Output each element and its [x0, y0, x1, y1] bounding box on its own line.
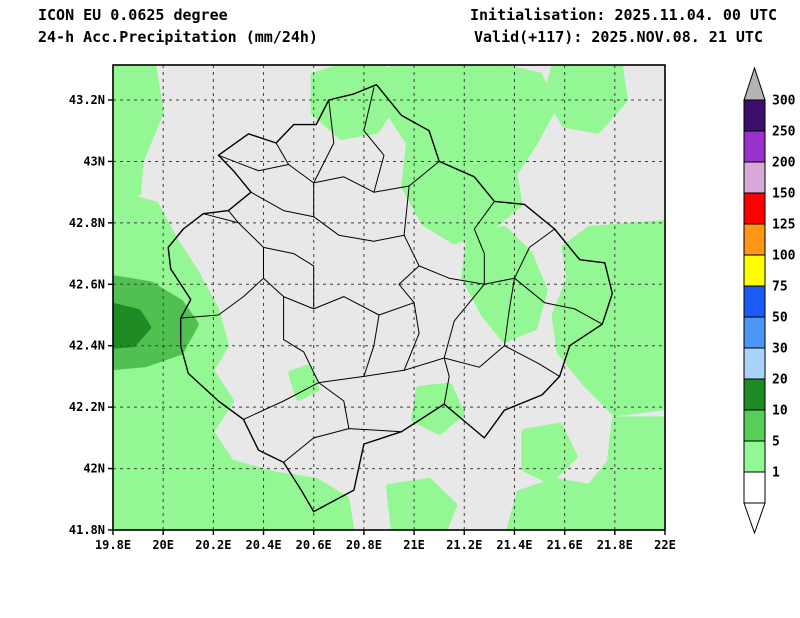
- district-border-line: [283, 428, 402, 463]
- district-border-line: [363, 87, 385, 193]
- district-border-line: [263, 246, 315, 310]
- district-border-line: [443, 283, 485, 359]
- y-tick-label-41.8N: 41.8N: [69, 523, 105, 537]
- y-tick-label-43N: 43N: [83, 154, 105, 168]
- x-tick-label-20E: 20E: [152, 538, 174, 552]
- colorbar-segment-300: [743, 99, 766, 132]
- colorbar-segment-20: [743, 378, 766, 411]
- district-border-line: [227, 210, 239, 224]
- y-tick-label-42.8N: 42.8N: [69, 216, 105, 230]
- colorbar-bottom-arrow: [743, 502, 766, 535]
- district-border-line: [283, 296, 415, 316]
- district-border-line: [503, 277, 515, 347]
- district-border-line: [403, 185, 410, 236]
- colorbar-top-arrow: [743, 66, 766, 101]
- district-border-line: [514, 228, 556, 279]
- map-frame: [112, 64, 666, 531]
- colorbar-segment-30: [743, 347, 766, 380]
- colorbar-segment-250: [743, 130, 766, 163]
- kosovo-outer-border: [167, 84, 613, 513]
- x-tick-label-22E: 22E: [654, 538, 676, 552]
- colorbar-label-125: 125: [772, 218, 795, 233]
- x-tick-label-20.8E: 20.8E: [346, 538, 382, 552]
- colorbar-label-1: 1: [772, 466, 780, 481]
- colorbar-segment-100: [743, 254, 766, 287]
- district-border-line: [443, 357, 450, 405]
- product-title: 24-h Acc.Precipitation (mm/24h): [38, 28, 318, 46]
- precip-region-1-5mm-west-north-strip: [113, 65, 164, 202]
- district-border-line: [318, 382, 350, 430]
- district-border-line: [403, 234, 603, 325]
- x-tick-label-21E: 21E: [403, 538, 425, 552]
- colorbar-segment-75: [743, 285, 766, 318]
- map-clipped-layers: [113, 65, 665, 530]
- district-border-line: [313, 99, 335, 184]
- precip-region-1-5mm-east-edge-band: [551, 219, 665, 417]
- colorbar-label-150: 150: [772, 187, 796, 202]
- y-tick-label-43.2N: 43.2N: [69, 93, 105, 107]
- precip-region-1-5mm-south-center-blob: [386, 477, 458, 530]
- precip-region-10-20mm-west-edge-core: [113, 302, 152, 349]
- district-border-line: [398, 265, 420, 304]
- colorbar-segment-200: [743, 161, 766, 194]
- x-tick-label-19.8E: 19.8E: [95, 538, 131, 552]
- district-border-line: [250, 191, 405, 242]
- x-tick-label-20.2E: 20.2E: [195, 538, 231, 552]
- map-plot-area: [112, 64, 666, 531]
- district-border-line: [403, 302, 420, 371]
- colorbar-label-300: 300: [772, 94, 796, 109]
- colorbar-segment-50: [743, 316, 766, 349]
- colorbar-segment-150: [743, 192, 766, 225]
- initialisation-text: Initialisation: 2025.11.04. 00 UTC: [470, 6, 778, 24]
- y-tick-label-42N: 42N: [83, 462, 105, 476]
- y-tick-label-42.6N: 42.6N: [69, 277, 105, 291]
- colorbar-label-250: 250: [772, 125, 796, 140]
- precip-region-1-5mm-small-dot-west: [288, 364, 320, 401]
- x-tick-label-20.6E: 20.6E: [296, 538, 332, 552]
- precip-region-1-5mm-southeast-corner: [506, 416, 665, 530]
- colorbar-label-100: 100: [772, 249, 796, 264]
- colorbar-label-5: 5: [772, 435, 780, 450]
- colorbar-label-30: 30: [772, 342, 788, 357]
- colorbar-segment-10: [743, 409, 766, 442]
- district-border-line: [243, 345, 561, 420]
- x-tick-label-21.8E: 21.8E: [597, 538, 633, 552]
- x-tick-label-21.2E: 21.2E: [446, 538, 482, 552]
- valid-time-text: Valid(+117): 2025.NOV.08. 21 UTC: [474, 28, 763, 46]
- district-border-line: [473, 200, 495, 285]
- model-title: ICON EU 0.0625 degree: [38, 6, 228, 24]
- precip-region-1-5mm-northeast-corner-blob: [544, 65, 628, 134]
- y-tick-label-42.2N: 42.2N: [69, 400, 105, 414]
- colorbar-segment-125: [743, 223, 766, 256]
- x-tick-label-21.6E: 21.6E: [547, 538, 583, 552]
- district-border-line: [180, 277, 264, 319]
- x-tick-label-21.4E: 21.4E: [496, 538, 532, 552]
- colorbar-label-75: 75: [772, 280, 788, 295]
- precip-region-1-5mm-west-south-mass: [113, 189, 355, 530]
- district-border-line: [363, 314, 380, 377]
- x-tick-label-20.4E: 20.4E: [245, 538, 281, 552]
- colorbar-label-200: 200: [772, 156, 796, 171]
- y-tick-label-42.4N: 42.4N: [69, 339, 105, 353]
- district-border-line: [283, 296, 320, 384]
- colorbar-label-50: 50: [772, 311, 788, 326]
- district-border-line: [217, 154, 440, 193]
- district-border-line: [275, 142, 290, 165]
- colorbar-segment-5: [743, 440, 766, 473]
- colorbar-label-20: 20: [772, 373, 788, 388]
- colorbar-segment-1: [743, 471, 766, 504]
- colorbar-label-10: 10: [772, 404, 788, 419]
